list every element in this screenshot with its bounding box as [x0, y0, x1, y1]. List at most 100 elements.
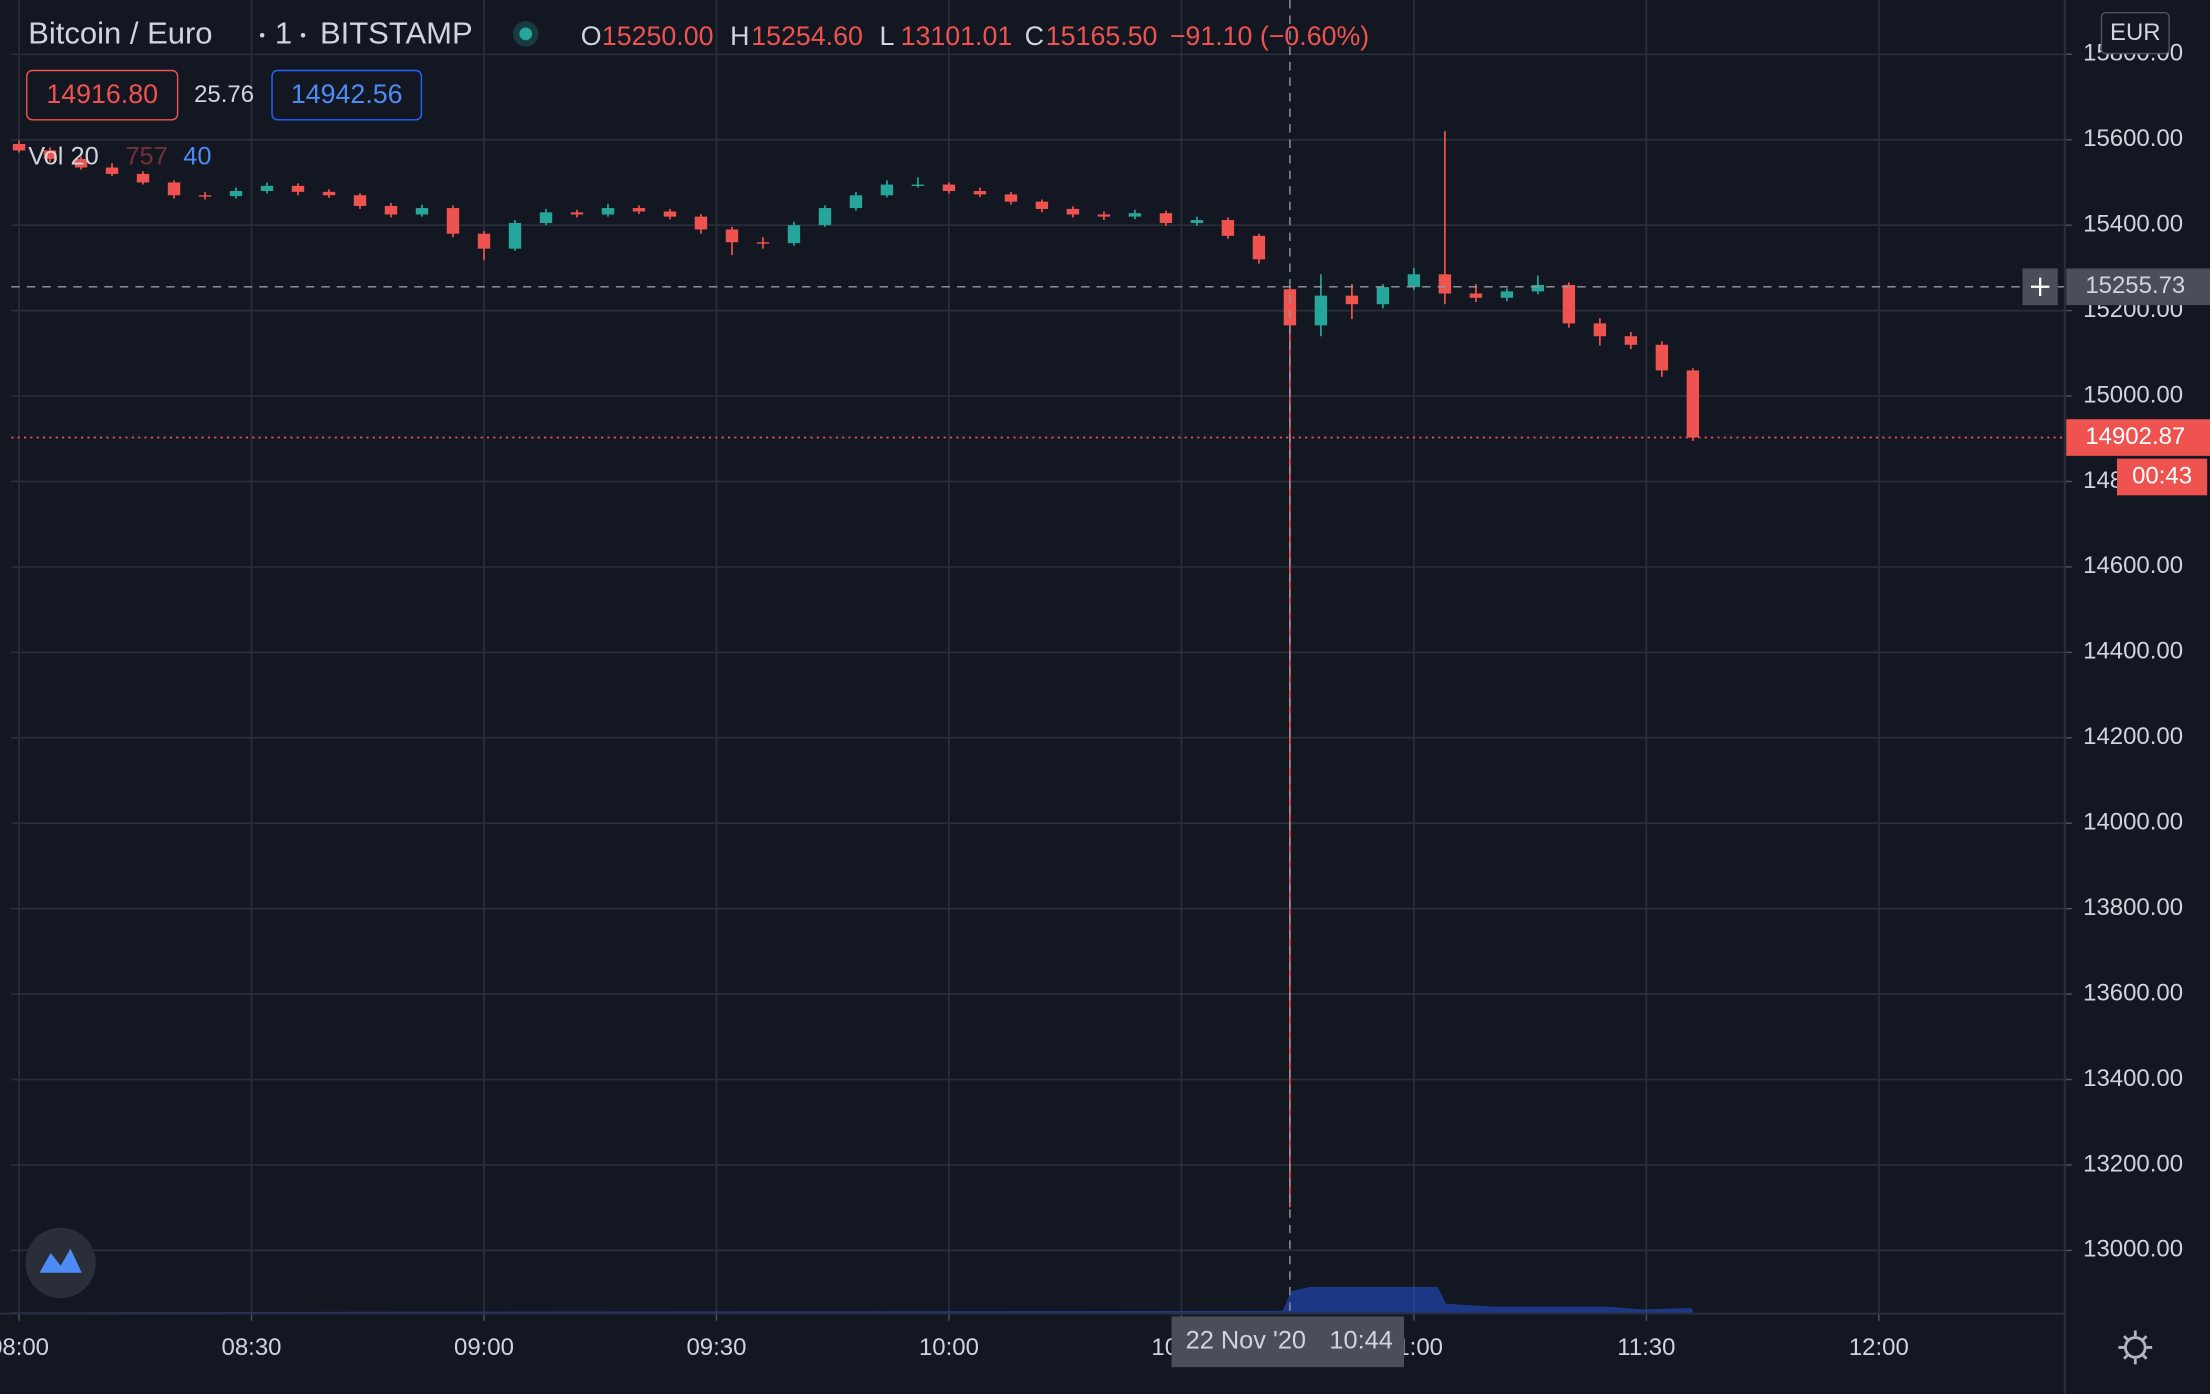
candle-body [818, 208, 832, 226]
candle-body [1314, 295, 1328, 326]
spread: 25.76 [194, 81, 254, 108]
candle-body [725, 229, 739, 243]
legend-value: 13101.01 [901, 21, 1013, 51]
bid: 14916.80 [46, 79, 158, 109]
candle-body [1190, 220, 1204, 224]
candle-body [1438, 274, 1452, 294]
candle-body [136, 173, 150, 183]
candle-body [601, 208, 615, 215]
candles [12, 131, 1700, 1208]
change: −91.10 (−0.60%) [1170, 21, 1369, 51]
ask: 14942.56 [291, 79, 403, 109]
candle-body [446, 208, 460, 234]
indicator-value: 40 [183, 143, 211, 171]
candle-body [849, 195, 863, 209]
candle-body [1593, 323, 1607, 337]
candle-body [1562, 284, 1576, 324]
candle-body [787, 225, 801, 244]
overlay: 14902.87 00:43 15255.73 22 Nov '20 10:44 [11, 0, 2210, 1368]
x-tick-label: 09:00 [454, 1334, 514, 1361]
y-tick-label: 13000.00 [2083, 1236, 2183, 1263]
last-price-box [2066, 419, 2210, 456]
candle-body [198, 195, 212, 197]
candle-body [1686, 370, 1700, 438]
x-tick-label: 10:00 [919, 1334, 979, 1361]
volume-area [11, 1286, 1695, 1314]
candle-body [539, 212, 553, 224]
logo[interactable] [25, 1227, 96, 1299]
legend-key: O [581, 21, 602, 51]
currency: EUR [2110, 19, 2161, 46]
legend-value: 15254.60 [751, 21, 863, 51]
candle-body [756, 242, 770, 244]
candle-body [1128, 213, 1142, 217]
candle-body [167, 182, 181, 196]
candle-body [663, 211, 677, 217]
gear-teeth [2118, 1330, 2153, 1365]
candle-body [1035, 201, 1049, 209]
logo-icon [39, 1248, 82, 1273]
x-tick-label: 09:30 [686, 1334, 746, 1361]
bid-box[interactable] [26, 69, 179, 121]
candle-body [384, 205, 398, 215]
y-tick-label: 14000.00 [2083, 809, 2183, 836]
candle-body [1097, 214, 1111, 217]
ask-box[interactable] [271, 69, 423, 121]
y-tick-label: 13200.00 [2083, 1150, 2183, 1177]
indicator-value: 757 [125, 143, 167, 171]
candle-body [229, 190, 243, 197]
x-tick-label: 08:30 [222, 1334, 282, 1361]
settings-button[interactable] [2118, 1330, 2153, 1365]
currency-button[interactable] [2100, 12, 2170, 55]
candle-body [911, 184, 925, 186]
candle-body [1376, 287, 1390, 305]
candle-body [291, 185, 305, 192]
candle-body [1345, 295, 1359, 305]
candle-body [1655, 344, 1669, 371]
candle-body [74, 158, 88, 168]
countdown-box [2116, 458, 2208, 496]
candle-body [694, 216, 708, 230]
crosshair-price-box [2066, 268, 2210, 306]
y-tick-label: 13400.00 [2083, 1065, 2183, 1092]
candle-body [973, 190, 987, 195]
y-axis: 13000.00 13200.00 13400.00 13600.00 13800.00… [2064, 40, 2183, 1263]
ohlc-legend: O 15250.00 H 15254.60 L 13101.01 C 15165.50 [581, 21, 1158, 51]
separator [300, 33, 306, 38]
market-status-dot [519, 27, 533, 41]
interval: 1 [275, 15, 292, 50]
candle-body [1469, 293, 1483, 298]
legend-value: 15250.00 [602, 21, 714, 51]
separator [259, 33, 265, 38]
y-tick-label: 14600.00 [2083, 552, 2183, 579]
candle-body [1252, 235, 1266, 260]
candle-body [43, 150, 57, 159]
crosshair-date: 22 Nov '20 [1186, 1327, 1306, 1355]
candle-body [1283, 289, 1297, 326]
candle-body [105, 167, 119, 174]
candle-body [1066, 208, 1080, 215]
gear [2124, 1336, 2147, 1359]
candle-body [1004, 194, 1018, 202]
candle-body [1624, 336, 1638, 345]
candle-body [632, 208, 646, 212]
candle-body [1407, 274, 1421, 288]
candle-body [942, 184, 956, 191]
x-tick-label: 12:00 [1849, 1334, 1909, 1361]
candle-body [1159, 213, 1173, 224]
candle-body [880, 184, 894, 196]
countdown: 00:43 [2132, 462, 2192, 489]
indicator-name: Vol 20 [28, 143, 99, 171]
y-tick-label: 14400.00 [2083, 638, 2183, 665]
candle-body [1531, 284, 1545, 292]
x-tick-label: 11:30 [1617, 1334, 1675, 1361]
candle-body [415, 208, 429, 215]
legend-key: H [730, 21, 749, 51]
y-tick-label: 15000.00 [2083, 381, 2183, 408]
crosshair-price-label: 15255.73 [2085, 272, 2185, 299]
candle-body [12, 143, 26, 151]
y-tick-label: 13800.00 [2083, 894, 2183, 921]
y-tick-label: 13600.00 [2083, 979, 2183, 1006]
